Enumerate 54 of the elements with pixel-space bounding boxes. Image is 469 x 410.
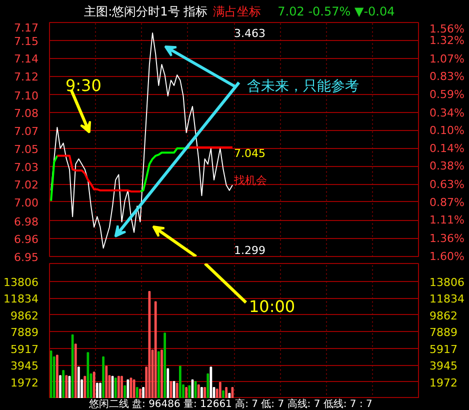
y-tick-label: 7.14: [14, 52, 39, 66]
text: 7.02 -0.57% ▼-0.04: [278, 4, 395, 18]
y2-tick-label: 1.11%: [430, 214, 464, 227]
text: 悠闲二线 盘: 96486 量: 12661 高: 7 低: 7 高线: 7 低线: 7 : 7: [88, 398, 372, 410]
y2-tick-label: 0.59%: [430, 88, 464, 101]
y2-tick-label: 0.87%: [430, 196, 464, 209]
y2-tick-label: 7889: [430, 326, 458, 340]
y2-tick-label: 3945: [430, 360, 458, 373]
line-series: [50, 32, 233, 249]
y-tick-label: 7.15: [14, 34, 39, 48]
y2-tick-label: 1.32%: [430, 34, 464, 47]
y2-tick-label: 0.83%: [430, 70, 464, 84]
y-tick-label: 1972: [10, 376, 39, 390]
y2-tick-label: 0.34%: [430, 106, 464, 120]
y2-tick-label: 0.10%: [430, 124, 464, 138]
y2-tick-label: 1.60%: [430, 250, 464, 263]
y-tick-label: 7.12: [14, 70, 39, 84]
y-tick-label: 7.07: [14, 125, 39, 138]
y2-tick-label: 1.07%: [430, 52, 464, 66]
y-tick-label: 3945: [10, 360, 39, 373]
y-tick-label: 7.08: [14, 107, 39, 120]
y2-tick-label: 0.38%: [430, 160, 464, 173]
y-tick-label: 7.05: [14, 142, 39, 156]
y-tick-label: 7.17: [14, 22, 39, 34]
annotation: 7.045: [234, 147, 266, 160]
y-tick-label: 6.98: [14, 215, 39, 228]
annotation: 含未来，只能参考: [246, 78, 359, 94]
y-tick-label: 13806: [4, 276, 39, 289]
y2-tick-label: 1.56%: [430, 22, 464, 36]
y-tick-label: 5917: [10, 342, 39, 356]
y-tick-label: 6.95: [14, 251, 39, 264]
y-tick-label: 6.96: [14, 233, 39, 246]
y-tick-label: 11834: [4, 292, 39, 306]
y-tick-label: 7889: [10, 326, 39, 340]
annotation: 3.463: [234, 27, 266, 40]
annotation: 找机会: [233, 174, 267, 187]
chart-subtitle: 满占坐标: [213, 4, 262, 18]
chart-title: 主图:悠闲分时1号 指标: [84, 4, 208, 18]
annotation: 9:30: [65, 76, 102, 95]
y2-tick-label: 13806: [430, 276, 464, 289]
y-tick-label: 7.02: [14, 178, 39, 192]
y2-tick-label: 0.63%: [430, 178, 464, 192]
y-tick-label: 9862: [10, 309, 39, 322]
y-tick-label: 7.00: [14, 196, 39, 210]
annotation: 1.299: [234, 244, 266, 257]
y2-tick-label: 11834: [430, 292, 464, 306]
y2-tick-label: 1.36%: [430, 232, 464, 246]
y2-tick-label: 5917: [430, 342, 458, 356]
annotation: 10:00: [248, 297, 296, 316]
y2-tick-label: 0.14%: [430, 142, 464, 155]
y2-tick-label: 9862: [430, 309, 458, 322]
y-tick-label: 7.10: [14, 89, 39, 102]
y2-tick-label: 1972: [430, 376, 458, 390]
y-tick-label: 7.03: [14, 160, 39, 174]
